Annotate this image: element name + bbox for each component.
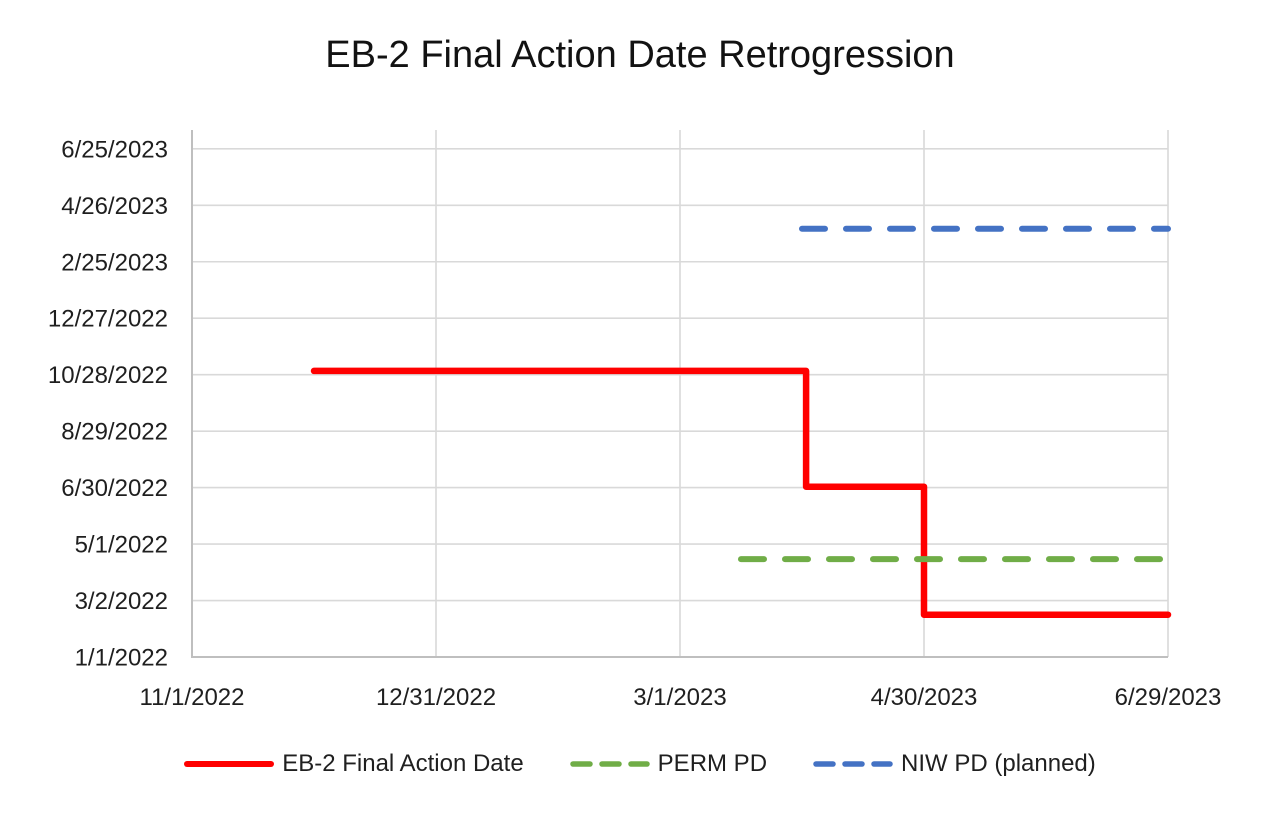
- legend-item-eb2-final-action-date: EB-2 Final Action Date: [184, 750, 524, 778]
- y-tick-label: 4/26/2023: [61, 193, 168, 220]
- x-tick-label: 12/31/2022: [376, 684, 496, 711]
- dashed-line-icon: [813, 761, 893, 767]
- y-tick-label: 10/28/2022: [48, 362, 168, 389]
- legend-label-niw-pd-planned: NIW PD (planned): [901, 750, 1096, 777]
- series-line-0: [310, 367, 1172, 618]
- x-tick-label: 6/29/2023: [1115, 684, 1222, 711]
- y-tick-label: 6/30/2022: [61, 475, 168, 502]
- y-tick-label: 8/29/2022: [61, 419, 168, 446]
- legend-label-perm-pd: PERM PD: [657, 750, 768, 777]
- legend-label-eb2-final-action-date: EB-2 Final Action Date: [282, 750, 524, 777]
- legend-item-perm-pd: PERM PD: [569, 750, 768, 778]
- legend-item-niw-pd-planned: NIW PD (planned): [813, 750, 1096, 778]
- y-tick-label: 5/1/2022: [75, 532, 168, 559]
- y-tick-label: 12/27/2022: [48, 306, 168, 333]
- y-tick-label: 6/25/2023: [61, 136, 168, 163]
- chart-title: EB-2 Final Action Date Retrogression: [325, 34, 955, 76]
- x-tick-label: 3/1/2023: [633, 684, 726, 711]
- legend: EB-2 Final Action Date PERM PD NIW PD (p…: [0, 750, 1280, 778]
- y-tick-label: 2/25/2023: [61, 249, 168, 276]
- y-tick-label: 1/1/2022: [75, 645, 168, 672]
- dashed-line-icon: [569, 761, 650, 767]
- x-tick-label: 4/30/2023: [871, 684, 978, 711]
- x-tick-label: 11/1/2022: [140, 684, 245, 711]
- solid-line-icon: [184, 761, 275, 767]
- y-tick-label: 3/2/2022: [75, 588, 168, 615]
- plot-area: 1/1/2022 3/2/2022 5/1/2022 6/30/2022 8/29/20…: [48, 130, 1222, 711]
